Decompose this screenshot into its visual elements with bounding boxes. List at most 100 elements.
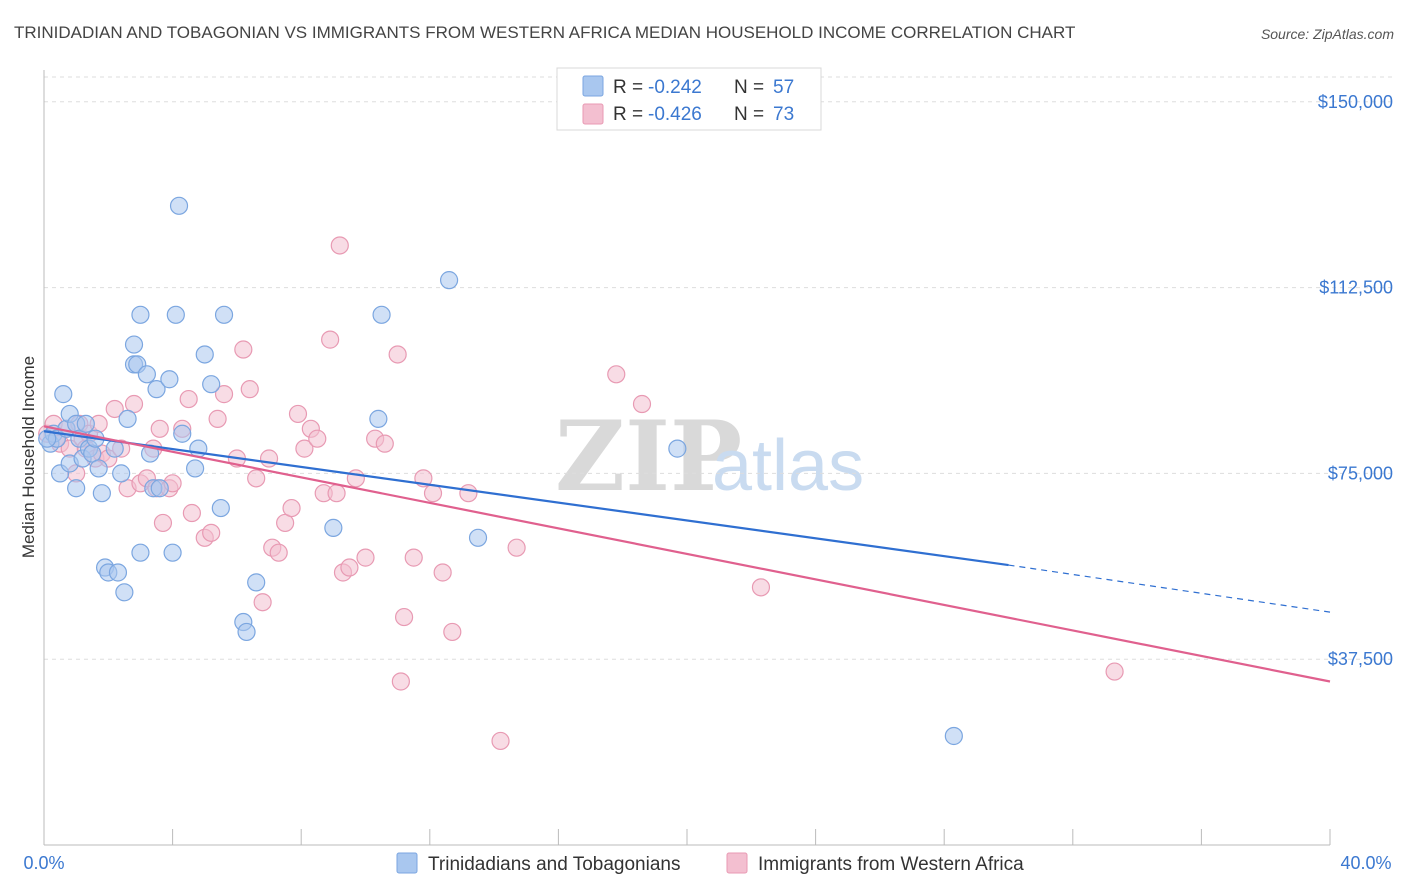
trinidadian-point-43 [202,375,221,394]
gridlines [44,76,1395,660]
series-legend-swatch-blue [396,852,418,874]
trinidadian-point-44 [211,498,230,518]
western-africa-point-66 [507,538,526,557]
trinidadian-point-33 [147,380,166,399]
western-africa-point-56 [375,434,394,453]
trinidadian-point-24 [118,409,137,428]
western-africa-point-71 [330,236,349,255]
legend-r-label-2: R = [613,104,643,125]
western-africa-point-52 [340,558,359,577]
trinidadian-point-45 [214,305,234,324]
western-africa-point-45 [295,439,314,458]
trinidadian-point-35 [160,370,179,389]
trinidadian-point-37 [166,305,185,324]
trinidadian-point-49 [324,518,343,537]
western-africa-point-58 [394,607,414,627]
trinidadian-point-39 [173,424,192,443]
western-africa-point-44 [288,404,308,424]
trinidadian-point-34 [150,479,169,498]
trinidadian-point-40 [186,459,205,478]
western-africa-point-33 [214,385,234,404]
trinidadian-point-55 [944,726,963,746]
trinidadian-point-25 [124,335,144,354]
series-legend-label-blue: Trinidadians and Tobagonians [428,854,680,875]
western-africa-point-31 [202,523,221,542]
trinidadian-point-36 [163,543,182,562]
y-tick-labels: $37,500 $75,000 $112,500 $150,000 [1318,92,1393,669]
trinidadian-point-4 [54,385,73,404]
western-africa-point-43 [282,498,301,518]
western-africa-point-59 [404,548,423,567]
trinidadian-point-47 [237,622,256,642]
series-legend-swatch-pink [726,852,748,874]
western-africa-point-35 [234,340,253,359]
legend-n-label-1: N = [734,77,764,98]
trinidadian-point-38 [169,196,189,215]
western-africa-point-50 [327,484,346,503]
western-africa-point-24 [153,513,173,533]
trinidadian-point-56 [38,429,57,448]
western-africa-point-36 [240,380,259,399]
trend-lines [43,425,1331,683]
western-africa-point-15 [105,399,124,419]
western-africa-point-67 [607,365,626,384]
series-legend: Trinidadians and Tobagonians Immigrants … [396,852,1024,875]
y-tick-label-0: $37,500 [1328,649,1393,669]
x-tick-labels: 0.0% 40.0% [23,853,1391,873]
trinidadian-point-50 [369,409,388,428]
western-africa-trend-line [43,425,1331,683]
western-africa-point-72 [391,672,410,691]
western-africa-point-64 [459,484,478,503]
western-africa-point-28 [179,389,198,409]
western-africa-point-49 [321,330,340,349]
y-tick-label-3: $150,000 [1318,92,1393,112]
trinidadian-point-51 [372,305,391,324]
legend-r-value-2: -0.426 [648,104,702,125]
y-axis-label: Median Household Income [19,356,38,558]
trinidadian-point-48 [247,573,266,592]
western-africa-point-41 [269,543,288,562]
series-legend-label-pink: Immigrants from Western Africa [758,854,1024,875]
chart-title: TRINIDADIAN AND TOBAGONIAN VS IMMIGRANTS… [14,23,1075,42]
x-tick-label-min: 0.0% [23,853,64,873]
western-africa-point-57 [388,345,407,364]
trinidadian-point-54 [668,439,687,458]
western-africa-point-65 [491,731,510,751]
legend-n-label-2: N = [734,104,764,125]
trinidadian-point-16 [89,459,108,478]
western-africa-point-53 [346,469,365,488]
western-africa-point-32 [208,409,227,428]
legend-swatch-blue [582,75,604,97]
correlation-legend: R = -0.242 N = 57 R = -0.426 N = 73 [556,67,822,131]
western-africa-point-54 [356,548,375,567]
trinidadian-point-42 [195,345,214,364]
watermark-zip: ZIP [555,400,742,513]
trinidadian-point-52 [439,271,459,290]
y-tick-label-2: $112,500 [1319,278,1393,298]
x-tick-label-max: 40.0% [1340,853,1391,873]
western-africa-point-29 [182,503,201,523]
legend-n-value-2: 73 [773,104,794,125]
western-africa-point-23 [150,419,169,438]
watermark: ZIP atlas [555,400,864,513]
trinidadian-point-22 [112,464,131,483]
chart-source: Source: ZipAtlas.com [1261,26,1394,42]
trinidadian-point-28 [131,305,150,324]
western-africa-point-61 [423,484,443,503]
trinidadian-point-21 [108,563,128,582]
trinidadian-point-23 [115,583,134,602]
western-africa-point-68 [632,394,652,414]
trinidadian-point-53 [468,528,488,547]
western-africa-point-62 [433,563,452,582]
western-africa-point-47 [308,429,327,448]
axes [43,70,1331,846]
western-africa-point-63 [443,622,462,642]
trinidadian-trend-line [43,430,1009,567]
trinidadian-point-9 [67,479,86,498]
trinidadian-point-12 [76,414,95,433]
western-africa-point-70 [1105,662,1124,681]
western-africa-point-38 [253,593,272,612]
legend-r-value-1: -0.242 [648,77,702,98]
watermark-atlas: atlas [712,426,864,506]
